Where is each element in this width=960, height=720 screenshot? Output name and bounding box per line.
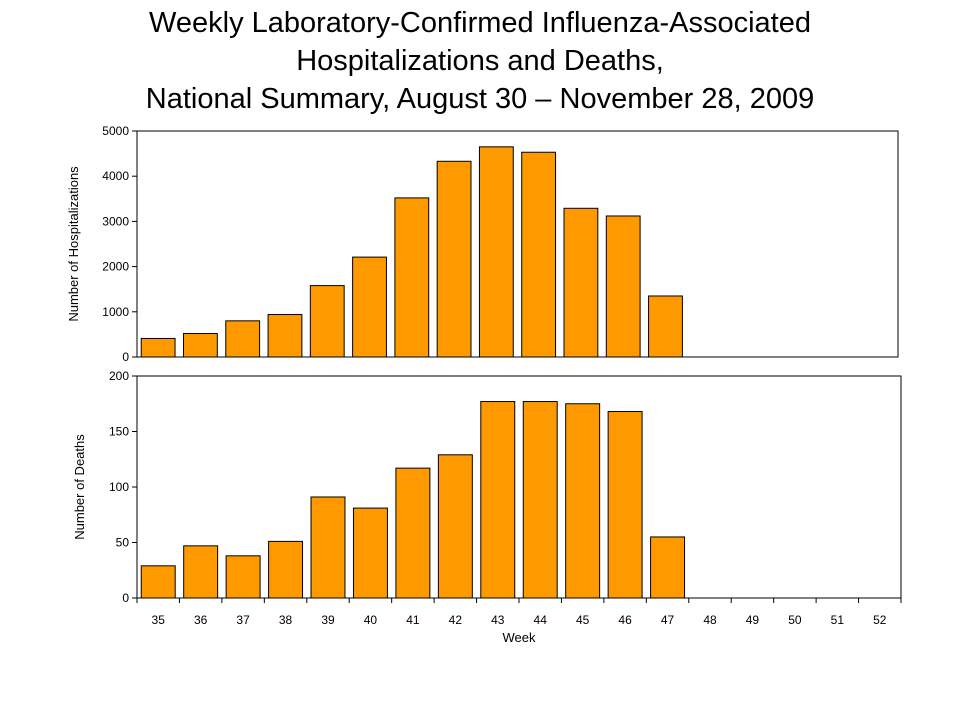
y-tick-label: 200 bbox=[109, 369, 129, 383]
x-tick-label: 44 bbox=[534, 613, 548, 627]
x-tick-label: 51 bbox=[831, 613, 845, 627]
bar-week-45 bbox=[563, 207, 599, 358]
y-tick-label: 3000 bbox=[102, 214, 129, 228]
title-line-1: Weekly Laboratory-Confirmed Influenza-As… bbox=[149, 7, 811, 39]
y-axis-title: Number of Deaths bbox=[72, 434, 87, 540]
x-tick-label: 47 bbox=[661, 613, 675, 627]
bar-week-40 bbox=[352, 507, 388, 599]
bar-week-40 bbox=[352, 256, 387, 358]
bar-week-47 bbox=[650, 536, 686, 599]
bar-week-39 bbox=[310, 496, 346, 599]
bar-week-38 bbox=[268, 540, 304, 599]
bar-week-42 bbox=[436, 160, 472, 358]
bar-week-41 bbox=[394, 197, 430, 358]
bar-week-44 bbox=[522, 401, 558, 599]
y-tick-label: 4000 bbox=[102, 169, 129, 183]
bar-week-47 bbox=[648, 295, 683, 358]
x-tick-label: 45 bbox=[576, 613, 590, 627]
plot-area-2 bbox=[136, 375, 902, 599]
x-tick-label: 48 bbox=[703, 613, 717, 627]
bar-week-36 bbox=[183, 332, 218, 358]
bar-week-46 bbox=[607, 411, 643, 599]
x-tick-label: 49 bbox=[746, 613, 760, 627]
x-tick-label: 40 bbox=[364, 613, 378, 627]
bar-week-41 bbox=[395, 467, 431, 599]
x-tick-label: 42 bbox=[449, 613, 463, 627]
bar-week-43 bbox=[478, 146, 514, 358]
y-tick-label: 50 bbox=[116, 536, 130, 550]
bar-week-44 bbox=[521, 151, 557, 358]
y-tick-label: 5000 bbox=[102, 124, 129, 138]
x-axis-title: Week bbox=[503, 630, 536, 645]
y-tick-label: 1000 bbox=[102, 305, 129, 319]
bar-week-37 bbox=[225, 320, 261, 358]
bar-week-37 bbox=[225, 555, 261, 599]
y-tick-label: 0 bbox=[122, 591, 129, 605]
bar-week-35 bbox=[140, 565, 176, 599]
x-tick-label: 46 bbox=[618, 613, 632, 627]
bar-week-43 bbox=[480, 401, 516, 599]
bar-week-36 bbox=[183, 545, 219, 599]
y-tick-label: 150 bbox=[109, 425, 129, 439]
bar-week-35 bbox=[140, 337, 176, 358]
y-tick-label: 0 bbox=[122, 350, 129, 364]
bar-week-38 bbox=[267, 314, 303, 358]
x-tick-label: 50 bbox=[788, 613, 802, 627]
x-tick-label: 37 bbox=[236, 613, 250, 627]
plot-area-1 bbox=[136, 130, 899, 358]
x-tick-label: 41 bbox=[406, 613, 420, 627]
x-tick-label: 36 bbox=[194, 613, 208, 627]
y-tick-label: 2000 bbox=[102, 260, 129, 274]
x-tick-label: 38 bbox=[279, 613, 293, 627]
bar-week-46 bbox=[605, 215, 641, 358]
title-line-3: National Summary, August 30 – November 2… bbox=[145, 83, 815, 115]
bar-week-42 bbox=[437, 454, 473, 599]
x-tick-label: 43 bbox=[491, 613, 505, 627]
title-line-2: Hospitalizations and Deaths, bbox=[296, 45, 664, 77]
y-tick-label: 100 bbox=[109, 480, 129, 494]
x-tick-label: 39 bbox=[321, 613, 335, 627]
x-tick-label: 35 bbox=[152, 613, 166, 627]
bar-week-39 bbox=[309, 285, 345, 358]
x-tick-label: 52 bbox=[873, 613, 887, 627]
chart-title: Weekly Laboratory-Confirmed Influenza-As… bbox=[0, 4, 960, 118]
y-axis-title: Number of Hospitalizations bbox=[66, 166, 81, 322]
bar-week-45 bbox=[565, 403, 601, 599]
